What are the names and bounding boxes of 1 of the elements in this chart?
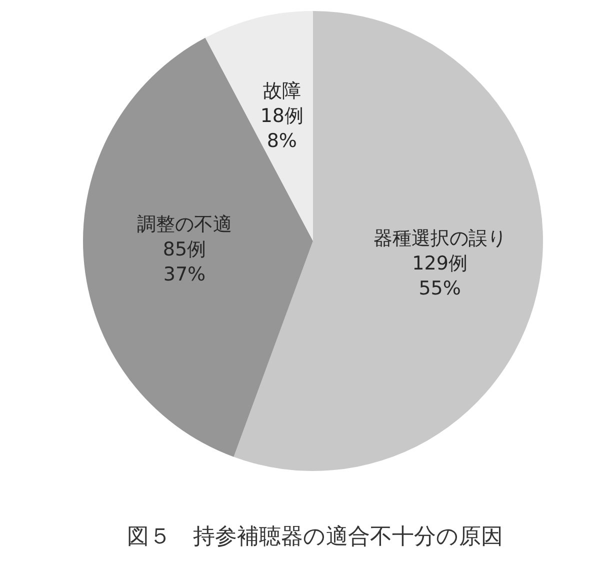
title: 図５ 持参補聴器の適合不十分の原因	[127, 524, 503, 550]
